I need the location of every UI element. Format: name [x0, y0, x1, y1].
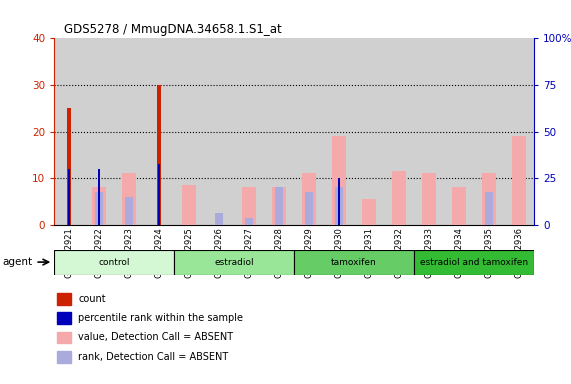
Bar	[512, 136, 526, 225]
Bar	[332, 136, 346, 225]
Bar	[335, 187, 343, 225]
Text: estradiol and tamoxifen: estradiol and tamoxifen	[420, 258, 528, 266]
Bar	[126, 197, 133, 225]
Bar	[204, 38, 234, 225]
Bar	[234, 38, 264, 225]
Bar	[305, 192, 313, 225]
Bar	[158, 85, 161, 225]
Bar	[354, 38, 384, 225]
Bar	[485, 192, 493, 225]
Bar	[294, 38, 324, 225]
Bar	[474, 38, 504, 225]
Bar	[57, 331, 71, 343]
Bar	[54, 250, 174, 275]
Bar	[67, 108, 71, 225]
Bar	[242, 187, 256, 225]
Text: rank, Detection Call = ABSENT: rank, Detection Call = ABSENT	[78, 352, 228, 362]
Bar	[362, 199, 376, 225]
Bar	[174, 38, 204, 225]
Bar	[85, 38, 114, 225]
Text: tamoxifen: tamoxifen	[331, 258, 377, 266]
Bar	[68, 169, 70, 225]
Bar	[324, 38, 354, 225]
Bar	[414, 38, 444, 225]
Bar	[414, 250, 534, 275]
Bar	[98, 169, 100, 225]
Bar	[422, 174, 436, 225]
Bar	[264, 38, 294, 225]
Bar	[272, 187, 286, 225]
Bar	[392, 171, 406, 225]
Bar	[275, 187, 283, 225]
Bar	[452, 187, 466, 225]
Bar	[93, 187, 106, 225]
Text: percentile rank within the sample: percentile rank within the sample	[78, 313, 243, 323]
Bar	[158, 164, 160, 225]
Text: estradiol: estradiol	[214, 258, 254, 266]
Bar	[174, 250, 294, 275]
Bar	[482, 174, 496, 225]
Text: count: count	[78, 294, 106, 304]
Text: value, Detection Call = ABSENT: value, Detection Call = ABSENT	[78, 333, 234, 343]
Bar	[504, 38, 534, 225]
Bar	[114, 38, 144, 225]
Bar	[95, 192, 103, 225]
Bar	[144, 38, 174, 225]
Bar	[57, 312, 71, 324]
Bar	[302, 174, 316, 225]
Bar	[182, 185, 196, 225]
Bar	[122, 174, 136, 225]
Bar	[294, 250, 414, 275]
Bar	[215, 212, 223, 225]
Text: agent: agent	[3, 257, 33, 267]
Text: GDS5278 / MmugDNA.34658.1.S1_at: GDS5278 / MmugDNA.34658.1.S1_at	[64, 23, 282, 36]
Bar	[444, 38, 474, 225]
Bar	[384, 38, 414, 225]
Bar	[57, 293, 71, 305]
Text: control: control	[98, 258, 130, 266]
Bar	[54, 38, 85, 225]
Bar	[338, 178, 340, 225]
Bar	[246, 218, 253, 225]
Bar	[57, 351, 71, 363]
